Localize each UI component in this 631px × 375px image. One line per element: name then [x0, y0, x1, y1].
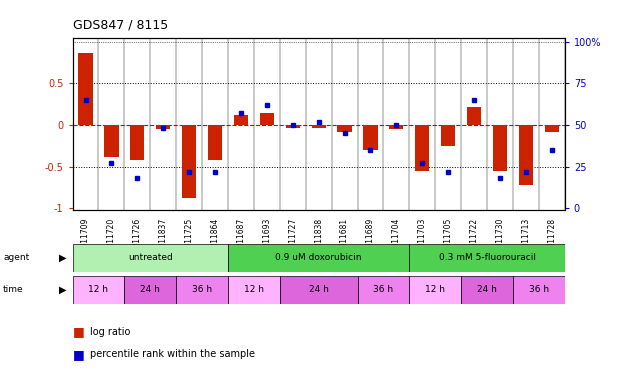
Bar [286, 125, 300, 128]
Bar [410, 276, 461, 304]
Bar [124, 276, 176, 304]
Bar [545, 125, 559, 132]
Bar [104, 125, 119, 157]
Text: 12 h: 12 h [425, 285, 445, 294]
Bar [493, 125, 507, 171]
Bar [312, 125, 326, 128]
Bar [410, 244, 565, 272]
Text: 12 h: 12 h [88, 285, 109, 294]
Bar [513, 276, 565, 304]
Bar [467, 106, 481, 125]
Text: 36 h: 36 h [192, 285, 212, 294]
Text: 24 h: 24 h [140, 285, 160, 294]
Text: 0.9 uM doxorubicin: 0.9 uM doxorubicin [275, 254, 362, 262]
Bar [156, 125, 170, 129]
Text: ▶: ▶ [59, 253, 66, 263]
Text: percentile rank within the sample: percentile rank within the sample [90, 350, 255, 359]
Bar [280, 276, 358, 304]
Bar [234, 115, 248, 125]
Text: ▶: ▶ [59, 285, 66, 295]
Bar [228, 244, 410, 272]
Text: ■: ■ [73, 326, 85, 338]
Text: GDS847 / 8115: GDS847 / 8115 [73, 19, 168, 32]
Bar [208, 125, 222, 160]
Bar [338, 125, 351, 132]
Bar [358, 276, 410, 304]
Text: log ratio: log ratio [90, 327, 131, 337]
Bar [519, 125, 533, 185]
Text: 36 h: 36 h [374, 285, 394, 294]
Text: 24 h: 24 h [477, 285, 497, 294]
Text: 24 h: 24 h [309, 285, 329, 294]
Bar [176, 276, 228, 304]
Text: untreated: untreated [128, 254, 173, 262]
Bar [73, 276, 124, 304]
Bar [441, 125, 456, 146]
Text: 0.3 mM 5-fluorouracil: 0.3 mM 5-fluorouracil [439, 254, 536, 262]
Bar [73, 244, 228, 272]
Text: 36 h: 36 h [529, 285, 549, 294]
Text: ■: ■ [73, 348, 85, 361]
Bar [228, 276, 280, 304]
Bar [182, 125, 196, 198]
Bar [363, 125, 377, 150]
Bar [389, 125, 403, 129]
Bar [78, 53, 93, 125]
Bar [461, 276, 513, 304]
Bar [130, 125, 144, 160]
Text: 12 h: 12 h [244, 285, 264, 294]
Text: agent: agent [3, 254, 30, 262]
Text: time: time [3, 285, 24, 294]
Bar [415, 125, 429, 171]
Bar [260, 112, 274, 125]
